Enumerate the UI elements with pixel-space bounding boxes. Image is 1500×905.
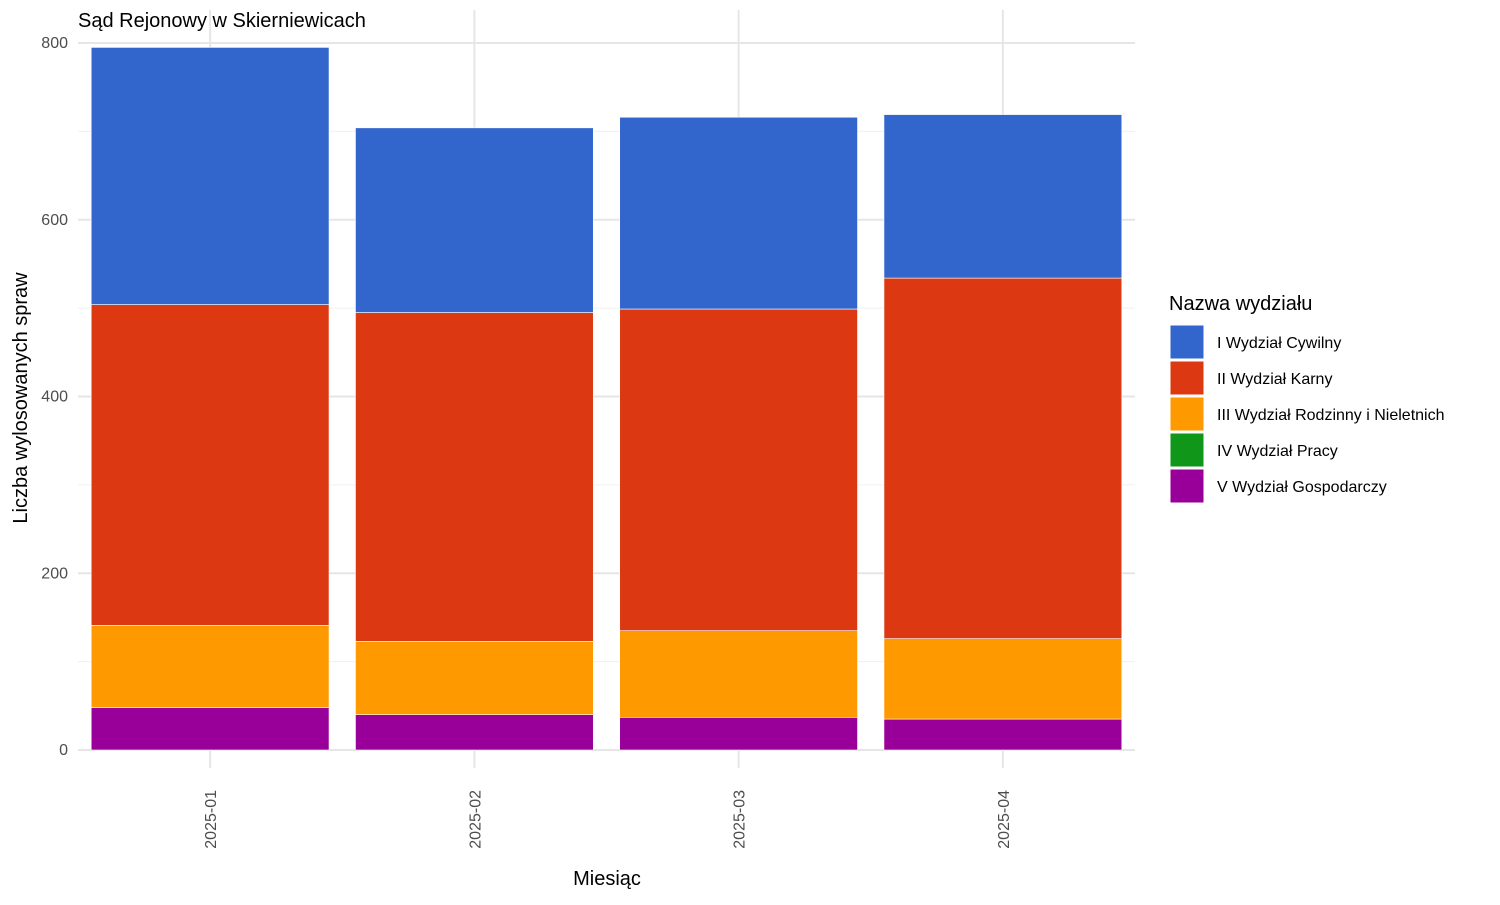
x-axis-label: Miesiąc <box>573 868 641 890</box>
bar-segment <box>90 707 330 751</box>
bar-layer <box>90 47 1123 751</box>
bar-segment <box>619 630 858 718</box>
bar-segment <box>355 714 594 751</box>
legend-item: IV Wydział Pracy <box>1169 432 1338 468</box>
legend: Nazwa wydziału I Wydział Cywilny II Wydzi… <box>1169 293 1445 504</box>
legend-label: I Wydział Cywilny <box>1217 335 1341 352</box>
bar-segment <box>355 640 594 715</box>
bar-segment <box>90 47 330 305</box>
legend-label: II Wydział Karny <box>1217 371 1332 388</box>
bar-segment <box>883 277 1123 639</box>
legend-items: I Wydział Cywilny II Wydział Karny III Wyd… <box>1169 324 1445 504</box>
bar-segment <box>883 638 1123 720</box>
x-tick-label: 2025-03 <box>732 790 749 849</box>
bar-segment <box>883 718 1123 751</box>
bar-segment <box>619 116 858 310</box>
bar-segment <box>883 114 1123 279</box>
y-axis-label: Liczba wylosowanych spraw <box>10 272 32 524</box>
legend-swatch <box>1169 360 1205 396</box>
bar-segment <box>619 308 858 631</box>
x-tick-label: 2025-01 <box>203 790 220 849</box>
bar-segment <box>355 127 594 313</box>
x-tick-label: 2025-04 <box>996 790 1013 849</box>
bar-segment <box>355 312 594 642</box>
legend-swatch <box>1169 324 1205 360</box>
legend-item: I Wydział Cywilny <box>1169 324 1341 360</box>
legend-swatch <box>1169 432 1205 468</box>
y-tick-label: 0 <box>59 742 68 759</box>
legend-swatch <box>1169 396 1205 432</box>
legend-title: Nazwa wydziału <box>1169 293 1312 315</box>
legend-label: III Wydział Rodzinny i Nieletnich <box>1217 407 1445 424</box>
legend-item: II Wydział Karny <box>1169 360 1332 396</box>
legend-item: III Wydział Rodzinny i Nieletnich <box>1169 396 1445 432</box>
y-tick-label: 400 <box>41 389 68 406</box>
chart-title: Sąd Rejonowy w Skierniewicach <box>78 10 366 32</box>
legend-swatch <box>1169 468 1205 504</box>
bar-segment <box>619 717 858 751</box>
legend-label: IV Wydział Pracy <box>1217 443 1338 460</box>
bar-segment <box>90 304 330 626</box>
x-tick-label: 2025-02 <box>467 790 484 849</box>
axis-layer: 0 200 400 600 800 2025-01 2025-02 2025-03 2025-0… <box>41 35 1013 849</box>
legend-label: V Wydział Gospodarczy <box>1217 479 1387 496</box>
y-tick-label: 200 <box>41 565 68 582</box>
bar-segment <box>90 625 330 708</box>
y-tick-label: 600 <box>41 212 68 229</box>
legend-item: V Wydział Gospodarczy <box>1169 468 1387 504</box>
y-tick-label: 800 <box>41 35 68 52</box>
